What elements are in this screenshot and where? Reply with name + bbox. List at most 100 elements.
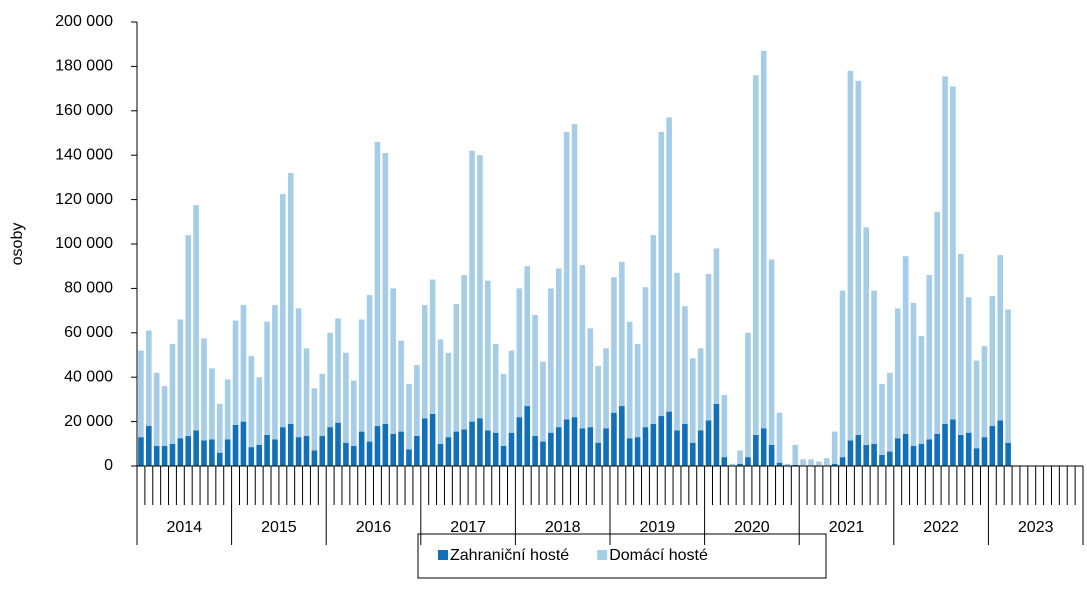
bar-segment bbox=[981, 346, 988, 438]
bar-segment bbox=[287, 423, 294, 466]
bar-segment bbox=[792, 464, 799, 466]
bar-segment bbox=[477, 418, 483, 466]
bar-segment bbox=[193, 205, 199, 431]
bar-segment bbox=[201, 338, 207, 441]
bar-segment bbox=[264, 321, 270, 435]
bar-segment bbox=[768, 444, 775, 466]
bar-segment bbox=[209, 368, 215, 440]
bar-segment bbox=[650, 423, 657, 466]
bar-segment bbox=[437, 443, 444, 466]
bar-segment bbox=[792, 444, 799, 465]
bar-segment bbox=[303, 436, 310, 466]
bar-segment bbox=[737, 450, 743, 464]
bar-segment bbox=[177, 438, 184, 466]
bar-segment bbox=[831, 431, 838, 464]
bar-segment bbox=[753, 434, 759, 466]
bar-segment bbox=[453, 431, 460, 466]
bar-segment bbox=[697, 348, 704, 431]
bar-segment bbox=[934, 433, 940, 466]
y-tick-label: 100 000 bbox=[55, 235, 113, 252]
bar-segment bbox=[508, 432, 515, 466]
bar-segment bbox=[548, 288, 554, 433]
bar-segment bbox=[485, 430, 491, 466]
bar-segment bbox=[587, 427, 594, 466]
bar-segment bbox=[437, 339, 444, 444]
bar-segment bbox=[879, 383, 885, 455]
legend-swatch bbox=[438, 550, 448, 560]
bar-segment bbox=[926, 275, 933, 440]
bar-segment bbox=[256, 444, 262, 466]
bar-segment bbox=[674, 430, 680, 466]
y-axis-label: osoby bbox=[9, 223, 26, 266]
bar-segment bbox=[390, 288, 397, 434]
y-tick-label: 80 000 bbox=[64, 280, 113, 297]
bar-segment bbox=[516, 417, 523, 466]
bar-segment bbox=[335, 318, 341, 423]
bar-segment bbox=[879, 454, 885, 466]
bar-segment bbox=[950, 419, 956, 466]
bar-segment bbox=[540, 441, 546, 466]
bar-segment bbox=[595, 366, 601, 443]
bar-segment bbox=[587, 328, 594, 428]
bar-segment bbox=[634, 437, 641, 466]
bar-segment bbox=[611, 277, 617, 413]
bar-segment bbox=[839, 290, 846, 458]
bar-segment bbox=[548, 432, 554, 466]
bar-segment bbox=[555, 427, 562, 466]
bar-segment bbox=[453, 303, 460, 432]
year-label: 2019 bbox=[640, 519, 676, 536]
bar-segment bbox=[855, 80, 862, 435]
bar-segment bbox=[232, 320, 239, 425]
bar-segment bbox=[398, 340, 404, 432]
bar-segment bbox=[209, 439, 215, 466]
bar-segment bbox=[555, 268, 562, 428]
bar-segment bbox=[161, 446, 168, 466]
bar-segment bbox=[146, 330, 152, 427]
bar-segment bbox=[674, 272, 680, 431]
bar-segment bbox=[185, 235, 192, 437]
bar-segment bbox=[634, 343, 641, 438]
bar-segment bbox=[335, 422, 341, 466]
bar-segment bbox=[185, 436, 192, 466]
year-label: 2018 bbox=[545, 519, 581, 536]
bar-segment bbox=[319, 436, 326, 466]
bar-segment bbox=[445, 437, 452, 466]
bar-segment bbox=[421, 305, 428, 419]
bar-segment bbox=[682, 423, 688, 466]
bar-segment bbox=[579, 265, 586, 429]
bar-segment bbox=[831, 463, 838, 466]
bar-segment bbox=[658, 416, 665, 466]
bar-segment bbox=[918, 336, 925, 444]
bar-segment bbox=[264, 434, 270, 466]
bar-segment bbox=[414, 436, 420, 466]
bar-segment bbox=[997, 255, 1004, 421]
bar-segment bbox=[540, 361, 546, 442]
bar-segment bbox=[705, 273, 712, 421]
bar-segment bbox=[910, 302, 917, 447]
bar-segment bbox=[760, 428, 767, 466]
bar-segment bbox=[958, 434, 964, 466]
bar-segment bbox=[508, 350, 515, 433]
bar-segment bbox=[382, 152, 389, 424]
bar-segment bbox=[256, 377, 262, 445]
bar-segment bbox=[516, 288, 523, 418]
bar-segment bbox=[161, 386, 168, 447]
bar-segment bbox=[406, 383, 412, 450]
bar-segment bbox=[965, 432, 972, 466]
bar-segment bbox=[800, 459, 806, 466]
year-label: 2023 bbox=[1018, 519, 1054, 536]
bar-segment bbox=[808, 459, 814, 466]
bar-segment bbox=[666, 117, 672, 412]
bar-segment bbox=[705, 420, 712, 466]
bar-segment bbox=[958, 253, 964, 435]
year-label: 2022 bbox=[923, 519, 959, 536]
bar-segment bbox=[626, 321, 633, 439]
bar-segment bbox=[524, 406, 531, 466]
bar-segment bbox=[240, 305, 247, 422]
bar-segment bbox=[689, 442, 696, 466]
bar-segment bbox=[666, 411, 672, 466]
year-label: 2017 bbox=[450, 519, 486, 536]
bar-segment bbox=[311, 388, 318, 451]
bar-segment bbox=[942, 423, 948, 466]
